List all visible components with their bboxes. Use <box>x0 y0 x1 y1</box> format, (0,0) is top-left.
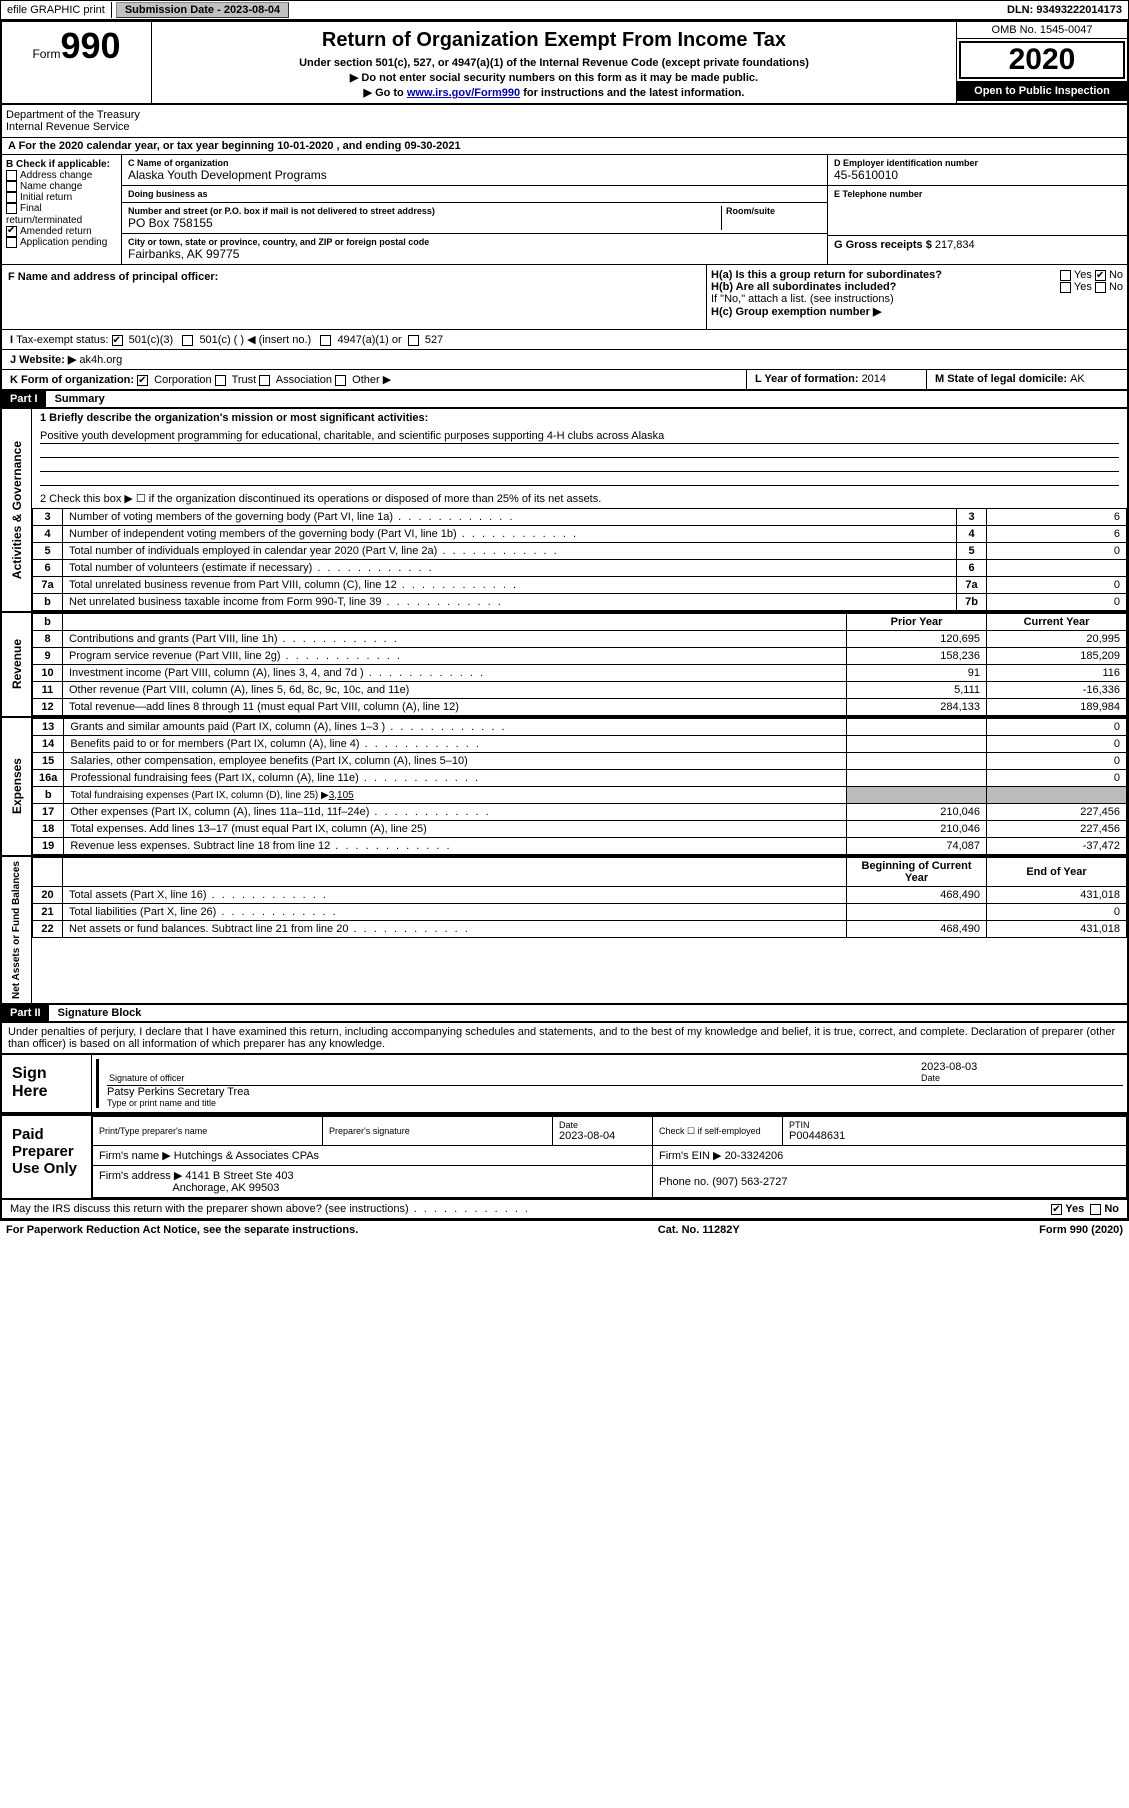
org-name: Alaska Youth Development Programs <box>128 168 821 182</box>
top-bar: efile GRAPHIC print Submission Date - 20… <box>0 0 1129 20</box>
chk-hb-yes[interactable] <box>1060 282 1071 293</box>
street: PO Box 758155 <box>128 216 721 230</box>
chk-527[interactable] <box>408 335 419 346</box>
chk-ha-no[interactable] <box>1095 270 1106 281</box>
chk-assoc[interactable] <box>259 375 270 386</box>
chk-trust[interactable] <box>215 375 226 386</box>
header-row: Form990 Return of Organization Exempt Fr… <box>2 22 1127 105</box>
chk-corp[interactable] <box>137 375 148 386</box>
gross-receipts: 217,834 <box>935 239 975 251</box>
chk-501c[interactable] <box>182 335 193 346</box>
chk-ha-yes[interactable] <box>1060 270 1071 281</box>
ptin: P00448631 <box>789 1130 1120 1142</box>
chk-discuss-no[interactable] <box>1090 1204 1101 1215</box>
state-domicile: AK <box>1070 373 1085 385</box>
col-b: B Check if applicable: Address change Na… <box>2 155 122 264</box>
mission: Positive youth development programming f… <box>40 430 1119 444</box>
part2-header: Part II Signature Block <box>2 1005 1127 1023</box>
tax-year: 2020 <box>959 41 1125 79</box>
revenue-section: Revenue bPrior YearCurrent Year 8Contrib… <box>2 613 1127 718</box>
form-org-row: K Form of organization: Corporation Trus… <box>2 370 747 389</box>
form-outer: Form990 Return of Organization Exempt Fr… <box>0 20 1129 1221</box>
dept-cell: Department of the Treasury Internal Reve… <box>2 105 152 137</box>
chk-hb-no[interactable] <box>1095 282 1106 293</box>
tax-exempt-row: I Tax-exempt status: 501(c)(3) 501(c) ( … <box>2 330 1127 350</box>
right-header: OMB No. 1545-0047 2020 Open to Public In… <box>957 22 1127 103</box>
col-c: C Name of organization Alaska Youth Deve… <box>122 155 827 264</box>
chk-pending[interactable] <box>6 237 17 248</box>
efile-label: efile GRAPHIC print <box>1 2 112 18</box>
penalties-text: Under penalties of perjury, I declare th… <box>2 1023 1127 1053</box>
main-title: Return of Organization Exempt From Incom… <box>158 25 950 56</box>
preparer-section: Paid Preparer Use Only Print/Type prepar… <box>2 1114 1127 1200</box>
row-a: A For the 2020 calendar year, or tax yea… <box>2 138 1127 155</box>
title-cell: Return of Organization Exempt From Incom… <box>152 22 957 103</box>
footer: For Paperwork Reduction Act Notice, see … <box>0 1221 1129 1239</box>
chk-address-change[interactable] <box>6 170 17 181</box>
chk-initial[interactable] <box>6 192 17 203</box>
may-discuss-row: May the IRS discuss this return with the… <box>2 1200 1127 1219</box>
firm-ein: 20-3324206 <box>725 1150 784 1162</box>
chk-name-change[interactable] <box>6 181 17 192</box>
chk-other[interactable] <box>335 375 346 386</box>
irs-link[interactable]: www.irs.gov/Form990 <box>407 87 520 99</box>
governance-section: Activities & Governance 1 Briefly descri… <box>2 409 1127 613</box>
subtitle-3: ▶ Go to www.irs.gov/Form990 for instruct… <box>158 85 950 100</box>
chk-4947[interactable] <box>320 335 331 346</box>
chk-final[interactable] <box>6 203 17 214</box>
subtitle-2: ▶ Do not enter social security numbers o… <box>158 70 950 85</box>
chk-501c3[interactable] <box>112 335 123 346</box>
form-id-cell: Form990 <box>2 22 152 103</box>
part1-header: Part I Summary <box>2 391 1127 409</box>
box-h: H(a) Is this a group return for subordin… <box>707 265 1127 329</box>
chk-amended[interactable] <box>6 226 17 237</box>
firm-phone: (907) 563-2727 <box>712 1176 787 1188</box>
year-formation: 2014 <box>862 373 886 385</box>
dln: DLN: 93493222014173 <box>1001 2 1128 18</box>
firm-name: Hutchings & Associates CPAs <box>174 1150 319 1162</box>
col-d: D Employer identification number 45-5610… <box>827 155 1127 264</box>
website: ak4h.org <box>79 354 122 366</box>
sign-here-section: Sign Here Signature of officer 2023-08-0… <box>2 1053 1127 1114</box>
expenses-section: Expenses 13Grants and similar amounts pa… <box>2 718 1127 857</box>
chk-discuss-yes[interactable] <box>1051 1204 1062 1215</box>
section-bcd: B Check if applicable: Address change Na… <box>2 155 1127 265</box>
subtitle-1: Under section 501(c), 527, or 4947(a)(1)… <box>158 56 950 70</box>
box-f: F Name and address of principal officer: <box>2 265 707 329</box>
website-row: J Website: ▶ ak4h.org <box>2 350 1127 370</box>
omb: OMB No. 1545-0047 <box>957 22 1127 39</box>
open-inspection: Open to Public Inspection <box>957 81 1127 101</box>
ein: 45-5610010 <box>834 168 1121 182</box>
netassets-section: Net Assets or Fund Balances Beginning of… <box>2 857 1127 1005</box>
city: Fairbanks, AK 99775 <box>128 247 821 261</box>
officer-name: Patsy Perkins Secretary Trea <box>107 1086 1123 1098</box>
submission-button[interactable]: Submission Date - 2023-08-04 <box>116 2 289 18</box>
